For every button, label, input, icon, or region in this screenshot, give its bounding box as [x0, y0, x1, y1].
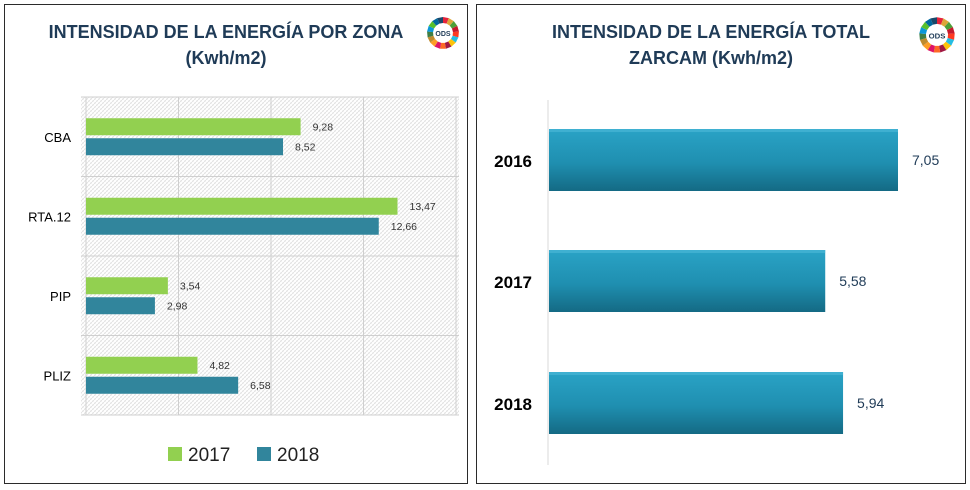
ods-segment — [939, 44, 947, 53]
category-label: RTA.12 — [28, 209, 71, 224]
ods-segment — [448, 39, 456, 47]
ods-segment — [428, 21, 437, 29]
bar-total-2018 — [549, 372, 844, 434]
bar-2018-CBA — [86, 138, 284, 156]
ods-segment — [941, 18, 949, 27]
value-label: 8,52 — [295, 141, 316, 153]
ods-segment — [427, 25, 435, 33]
ods-logo-icon: ODS — [427, 17, 459, 49]
total-bar-chart: 2016 7,05 2017 5,58 2018 5,94 — [494, 100, 939, 465]
value-label: 2,98 — [167, 300, 188, 312]
value-label: 13,47 — [409, 201, 435, 213]
ods-segment — [942, 41, 952, 51]
zone-chart-title-line2: (Kwh/m2) — [185, 48, 267, 68]
bar-2018-PIP — [86, 297, 155, 315]
legend-swatch-2018 — [257, 447, 271, 461]
year-label: 2017 — [494, 273, 532, 292]
ods-segment — [427, 31, 434, 38]
bar-2018-RTA.12 — [86, 217, 379, 235]
value-label: 6,58 — [250, 380, 271, 392]
zone-bar-chart: CBA 9,28 8,52 RTA.12 13,47 12,66 PIP 3,54 2,98 PL… — [28, 96, 459, 466]
zone-chart-title: INTENSIDAD DE LA ENERGÍA POR ZONA (Kwh/m… — [5, 19, 467, 71]
ods-logo-label: ODS — [435, 31, 451, 38]
value-label: 4,82 — [209, 360, 230, 372]
bar-highlight — [549, 250, 826, 253]
zone-chart-panel: INTENSIDAD DE LA ENERGÍA POR ZONA (Kwh/m… — [4, 4, 468, 484]
ods-segment — [937, 17, 944, 25]
bar-2017-RTA.12 — [86, 197, 398, 215]
legend-label: 2018 — [277, 445, 319, 466]
ods-segment — [930, 17, 937, 25]
value-label: 12,66 — [391, 221, 417, 233]
legend-label: 2017 — [188, 445, 230, 466]
ods-segment — [437, 17, 443, 24]
ods-segment — [919, 38, 929, 46]
total-chart-panel: INTENSIDAD DE LA ENERGÍA TOTAL ZARCAM (K… — [476, 4, 966, 484]
value-label: 5,94 — [857, 395, 884, 411]
ods-segment — [444, 41, 452, 49]
bar-total-2016 — [549, 129, 898, 191]
legend-swatch-2017 — [168, 447, 182, 461]
value-label: 5,58 — [839, 273, 866, 289]
bar-highlight — [549, 372, 844, 375]
category-label: CBA — [44, 130, 71, 145]
ods-logo-icon: ODS — [919, 17, 955, 53]
ods-segment — [925, 18, 933, 27]
ods-logo-label: ODS — [929, 31, 946, 40]
ods-segment — [449, 21, 458, 29]
ods-segment — [434, 41, 442, 49]
ods-segment — [430, 39, 438, 47]
ods-segment — [927, 44, 935, 53]
bar-2018-PLIZ — [86, 376, 239, 394]
ods-segment — [427, 35, 436, 43]
category-label: PIP — [50, 289, 71, 304]
ods-segment — [919, 27, 928, 34]
ods-segment — [450, 35, 459, 43]
category-label: PLIZ — [44, 368, 72, 383]
ods-segment — [432, 18, 440, 26]
bar-2017-PIP — [86, 277, 168, 295]
ods-segment — [452, 31, 459, 38]
bar-highlight — [549, 129, 898, 132]
year-label: 2018 — [494, 395, 532, 414]
value-label: 9,28 — [313, 121, 334, 133]
total-chart-title: INTENSIDAD DE LA ENERGÍA TOTAL ZARCAM (K… — [477, 19, 965, 71]
zone-chart-title-line1: INTENSIDAD DE LA ENERGÍA POR ZONA — [48, 22, 404, 42]
ods-segment — [922, 41, 932, 51]
total-chart-title-line2: ZARCAM (Kwh/m2) — [629, 48, 793, 68]
value-label: 3,54 — [180, 280, 201, 292]
bar-2017-PLIZ — [86, 356, 198, 374]
ods-segment — [446, 18, 454, 26]
ods-segment — [933, 45, 941, 53]
ods-segment — [919, 33, 927, 40]
ods-segment — [443, 17, 449, 24]
ods-segment — [947, 33, 955, 40]
ods-segment — [944, 21, 953, 31]
ods-segment — [440, 42, 446, 49]
ods-segment — [921, 21, 930, 31]
ods-segment — [946, 27, 955, 34]
bar-2017-CBA — [86, 118, 301, 136]
total-chart-title-line1: INTENSIDAD DE LA ENERGÍA TOTAL — [551, 22, 870, 42]
bar-total-2017 — [549, 250, 826, 312]
ods-segment — [451, 25, 459, 33]
year-label: 2016 — [494, 152, 532, 171]
ods-segment — [945, 38, 955, 46]
value-label: 7,05 — [912, 152, 939, 168]
